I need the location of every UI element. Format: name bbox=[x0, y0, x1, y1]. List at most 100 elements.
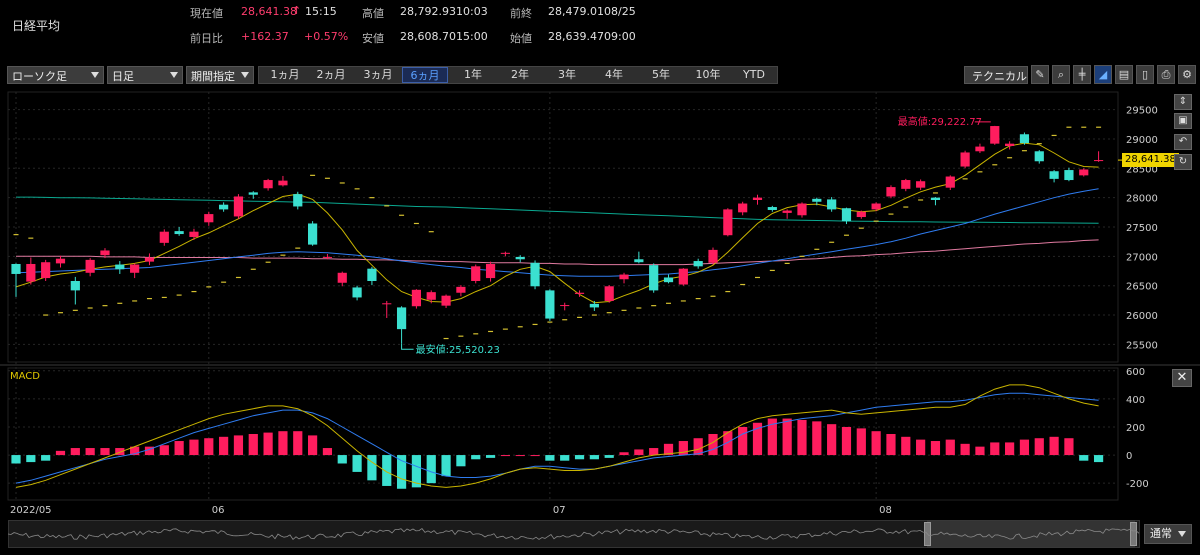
technical-button[interactable]: テクニカル bbox=[964, 66, 1028, 84]
macd-panel-frame bbox=[7, 367, 1119, 501]
compare-icon[interactable]: ╪ bbox=[1073, 65, 1091, 84]
save-icon[interactable]: ▤ bbox=[1115, 65, 1133, 84]
undo-icon[interactable]: ↶ bbox=[1174, 134, 1192, 150]
range-button-3y[interactable]: 3年 bbox=[558, 68, 576, 81]
candle-body bbox=[693, 261, 703, 267]
area-chart-icon[interactable]: ◢ bbox=[1094, 65, 1112, 84]
candle-body bbox=[70, 281, 80, 291]
macd-histogram-bar bbox=[886, 434, 896, 456]
high-value: 28,792.93 bbox=[400, 5, 456, 18]
mode-value: 通常 bbox=[1150, 527, 1172, 540]
macd-histogram-bar bbox=[174, 441, 184, 456]
range-button-2y[interactable]: 2年 bbox=[511, 68, 529, 81]
candle-body bbox=[352, 287, 362, 298]
candle-body bbox=[812, 198, 822, 202]
max-annotation: 最高値:29,222.77 bbox=[898, 115, 982, 128]
lock-icon[interactable]: ▣ bbox=[1174, 113, 1192, 129]
macd-histogram-bar bbox=[70, 448, 80, 456]
macd-histogram-bar bbox=[263, 432, 273, 456]
axis-layer: 29500 29000 28500 28000 27500 27000 26500 26000… bbox=[10, 106, 1158, 516]
candle-body bbox=[663, 277, 674, 283]
candle-body bbox=[960, 152, 970, 167]
x-tick-label: 08 bbox=[879, 505, 892, 516]
candle-body bbox=[189, 231, 199, 237]
macd-layer bbox=[11, 384, 1104, 489]
range-button-1m[interactable]: 1ヵ月 bbox=[270, 68, 300, 81]
range-button-2m[interactable]: 2ヵ月 bbox=[316, 68, 346, 81]
macd-histogram-bar bbox=[322, 448, 333, 456]
candle-body bbox=[411, 289, 422, 307]
candle-body bbox=[990, 126, 1000, 144]
pencil-icon[interactable]: ✎ bbox=[1031, 65, 1049, 84]
candle-body bbox=[1064, 170, 1074, 181]
macd-histogram-bar bbox=[767, 418, 777, 456]
document-icon[interactable]: ▯ bbox=[1136, 65, 1154, 84]
macd-histogram-bar bbox=[426, 455, 436, 484]
interval-select[interactable]: 日足 bbox=[107, 66, 183, 84]
change-label: 前日比 bbox=[190, 32, 223, 45]
candle-body bbox=[515, 256, 525, 260]
chart-type-select[interactable]: ローソク足 bbox=[7, 66, 104, 84]
candle-body bbox=[678, 268, 688, 285]
x-tick-label: 07 bbox=[553, 505, 566, 516]
range-button-1y[interactable]: 1年 bbox=[464, 68, 482, 81]
macd-tick-label: 400 bbox=[1126, 395, 1145, 406]
macd-histogram-bar bbox=[960, 443, 970, 456]
candle-body bbox=[871, 203, 881, 210]
macd-histogram-bar bbox=[382, 455, 392, 486]
change-percent: +0.57% bbox=[304, 30, 349, 43]
close-icon[interactable]: ✕ bbox=[1172, 369, 1192, 387]
macd-tick-label: -200 bbox=[1126, 479, 1149, 490]
mode-select[interactable]: 通常 bbox=[1144, 524, 1192, 544]
macd-histogram-bar bbox=[634, 449, 644, 456]
macd-histogram-bar bbox=[411, 455, 422, 488]
annotation-layer: 最高値:29,222.77 最安値:25,520.23 bbox=[401, 115, 1122, 356]
fit-vertical-icon[interactable]: ⇕ bbox=[1174, 94, 1192, 110]
candle-body bbox=[26, 263, 36, 282]
open-label: 始値 bbox=[510, 32, 532, 45]
macd-histogram-bar bbox=[100, 448, 110, 456]
x-tick-label: 06 bbox=[212, 505, 225, 516]
macd-histogram-bar bbox=[797, 419, 807, 456]
navigator-handle-right[interactable] bbox=[1130, 522, 1137, 546]
range-button-6m[interactable]: 6ヵ月 bbox=[402, 67, 448, 83]
range-button-ytd[interactable]: YTD bbox=[743, 68, 765, 81]
range-button-4y[interactable]: 4年 bbox=[605, 68, 623, 81]
macd-title: MACD bbox=[10, 371, 40, 382]
price-tick-label: 27000 bbox=[1126, 252, 1158, 263]
candle-body bbox=[55, 258, 66, 264]
range-button-3m[interactable]: 3ヵ月 bbox=[363, 68, 393, 81]
macd-histogram-bar bbox=[530, 455, 540, 457]
candle-body bbox=[945, 176, 955, 188]
range-button-10y[interactable]: 10年 bbox=[695, 68, 721, 81]
period-mode-select[interactable]: 期間指定 bbox=[186, 66, 254, 84]
macd-histogram-bar bbox=[352, 455, 362, 472]
candle-body bbox=[174, 231, 184, 235]
candle-body bbox=[604, 286, 614, 301]
candle-body bbox=[930, 197, 941, 200]
macd-histogram-bar bbox=[11, 455, 21, 464]
macd-histogram-bar bbox=[159, 445, 169, 456]
candle-body bbox=[649, 265, 659, 291]
prev-close-label: 前終 bbox=[510, 7, 532, 20]
macd-histogram-bar bbox=[485, 455, 496, 458]
reset-icon[interactable]: ↻ bbox=[1174, 154, 1192, 170]
macd-histogram-bar bbox=[308, 435, 318, 456]
price-tick-label: 28500 bbox=[1126, 164, 1158, 175]
chevron-down-icon bbox=[91, 72, 99, 78]
candle-body bbox=[426, 292, 436, 300]
range-button-5y[interactable]: 5年 bbox=[652, 68, 670, 81]
macd-histogram-bar bbox=[1093, 455, 1104, 463]
macd-histogram-bar bbox=[560, 455, 570, 461]
macd-histogram-bar bbox=[930, 441, 941, 456]
gear-icon[interactable]: ⚙ bbox=[1178, 65, 1196, 84]
candle-body bbox=[396, 307, 407, 330]
zoom-icon[interactable]: ⌕ bbox=[1052, 65, 1070, 84]
navigator-window[interactable] bbox=[927, 520, 1135, 548]
print-icon[interactable]: ⎙ bbox=[1157, 65, 1175, 84]
price-tick-label: 25500 bbox=[1126, 340, 1158, 351]
macd-histogram-bar bbox=[752, 422, 763, 456]
candle-body bbox=[589, 303, 599, 308]
high-label: 高値 bbox=[362, 7, 384, 20]
